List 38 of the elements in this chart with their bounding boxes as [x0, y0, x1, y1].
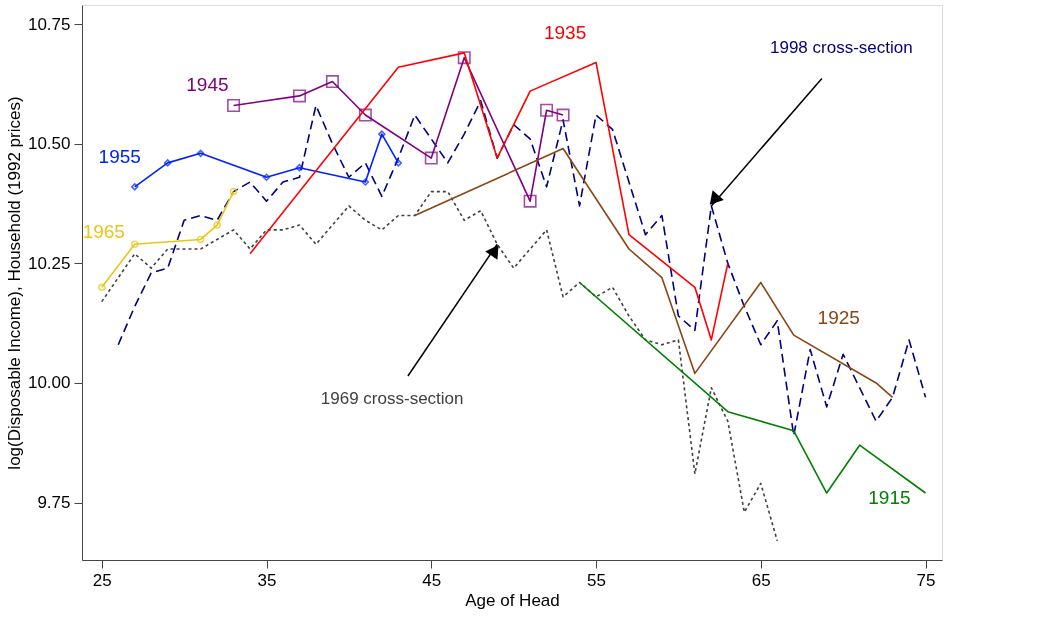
y-tick-label: 10.25 — [27, 253, 71, 273]
point — [196, 235, 205, 244]
y-tick-label: 9.75 — [37, 493, 71, 513]
y-tick-label: 10.00 — [27, 373, 71, 393]
point — [325, 75, 339, 89]
x-axis-title: Age of Head — [465, 590, 560, 610]
x-tick-label: 55 — [587, 570, 606, 590]
x-tick-label: 35 — [257, 570, 277, 590]
y-axis-title: log(Disposable Income), Household (1992 prices) — [4, 96, 24, 470]
series-label: 1925 — [817, 307, 860, 329]
series-label: 1915 — [868, 487, 911, 509]
point — [213, 221, 221, 229]
x-tick-label: 75 — [916, 570, 936, 590]
point — [292, 89, 306, 103]
point — [130, 240, 139, 248]
point — [227, 98, 241, 112]
y-tick-label: 10.50 — [27, 134, 71, 154]
point — [523, 194, 537, 208]
point — [295, 163, 304, 172]
series-label: 1945 — [186, 74, 229, 96]
point — [130, 183, 139, 191]
y-tick-label: 10.75 — [27, 14, 71, 34]
text: 1969 cross-section — [320, 389, 464, 409]
series-label: 1955 — [98, 145, 141, 167]
point — [378, 130, 386, 138]
line-series — [249, 52, 729, 341]
point — [556, 108, 570, 122]
point — [540, 103, 554, 117]
x-tick-label: 45 — [422, 570, 442, 590]
series-label: 1965 — [82, 221, 125, 243]
x-tick-label: 25 — [92, 570, 112, 590]
text: 1998 cross-section — [770, 37, 913, 57]
series-label: 1935 — [543, 22, 587, 44]
x-tick-label: 65 — [751, 570, 771, 590]
point — [196, 149, 205, 158]
point — [457, 51, 471, 65]
point — [358, 108, 372, 122]
point — [424, 151, 438, 165]
